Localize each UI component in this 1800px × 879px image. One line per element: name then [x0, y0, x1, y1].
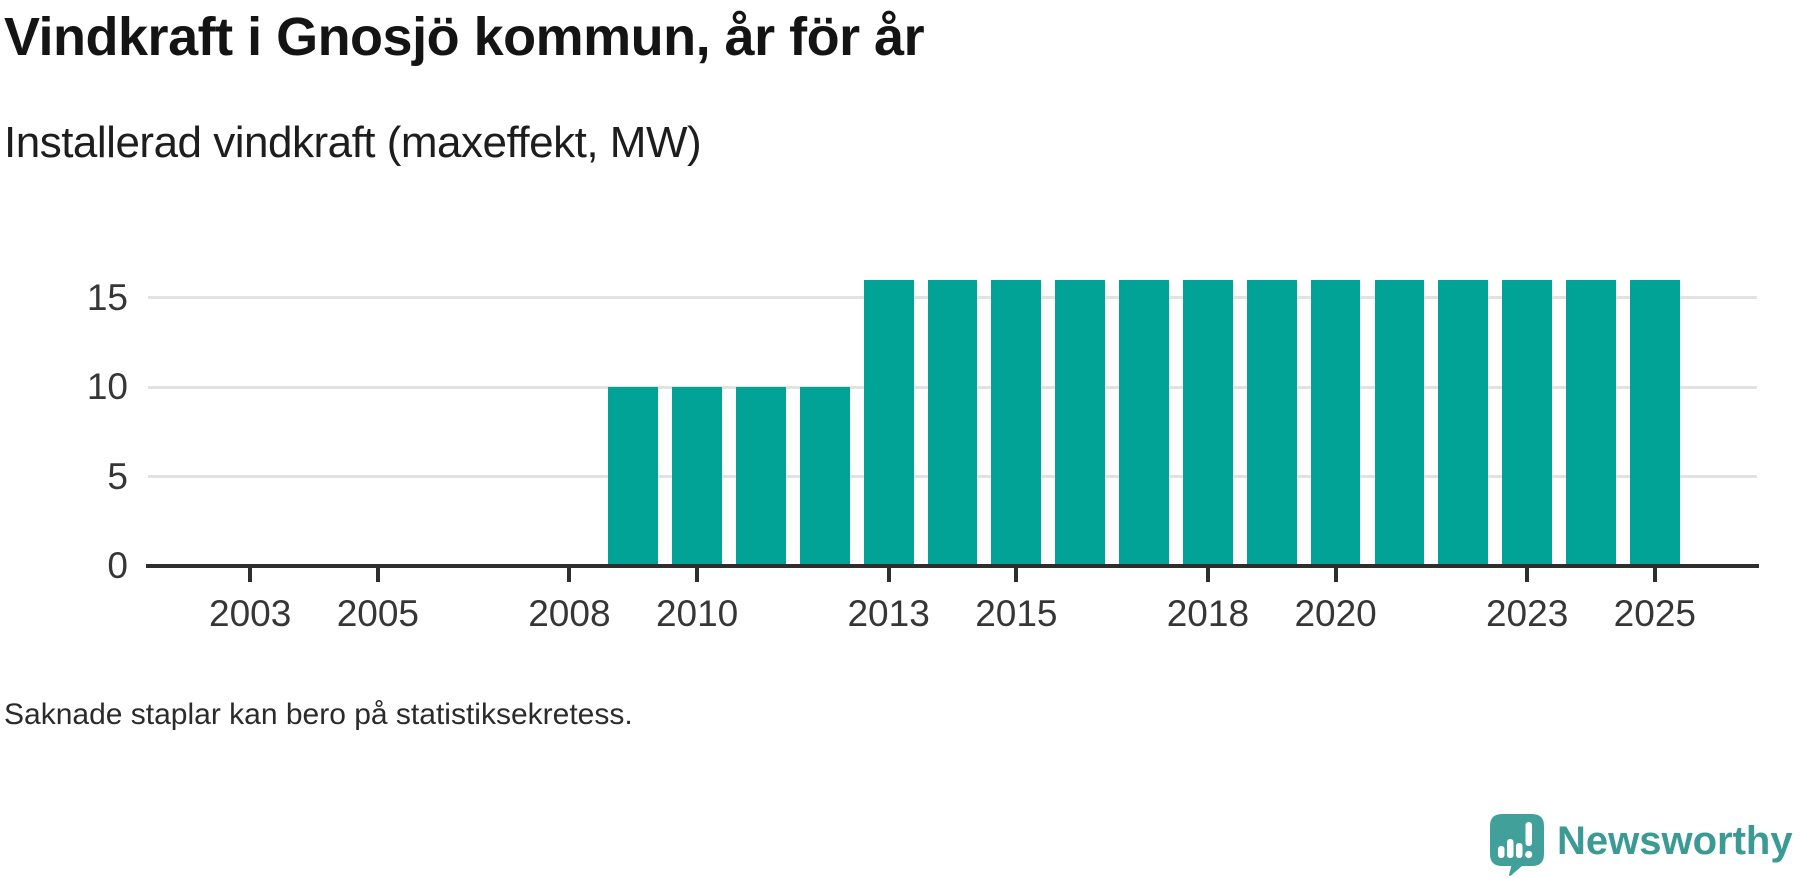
newsworthy-logo-text: Newsworthy	[1557, 819, 1793, 863]
bar-2025	[1629, 279, 1680, 566]
x-tick-2003	[248, 568, 253, 582]
logo-bar-tall-icon	[1507, 839, 1514, 858]
bar-2012	[799, 387, 850, 566]
x-tick-label-2025: 2025	[1613, 593, 1696, 634]
x-tick-label-2010: 2010	[655, 593, 739, 634]
chart-footnote: Saknade staplar kan bero på statistiksek…	[4, 698, 633, 731]
chart-subtitle: Installerad vindkraft (maxeffekt, MW)	[4, 118, 702, 167]
x-tick-2025	[1652, 568, 1657, 582]
y-tick-label-15: 15	[86, 276, 128, 318]
x-tick-2005	[375, 568, 380, 582]
bar-2017	[1119, 279, 1169, 566]
x-tick-2015	[1014, 568, 1019, 582]
bar-2013	[863, 279, 914, 566]
newsworthy-logo: Newsworthy	[1490, 814, 1793, 877]
x-tick-2010	[695, 568, 700, 582]
bar-2019	[1246, 279, 1297, 566]
bar-2016	[1055, 279, 1106, 566]
x-tick-label-2015: 2015	[975, 593, 1058, 634]
x-tick-label-2013: 2013	[847, 593, 930, 634]
logo-exclamation-dot-icon	[1525, 850, 1533, 859]
x-axis-line	[146, 564, 1759, 568]
y-tick-label-5: 5	[107, 455, 128, 497]
x-tick-2020	[1333, 568, 1338, 582]
y-tick-label-0: 0	[107, 545, 128, 586]
bar-2020	[1310, 279, 1361, 566]
bar-2022	[1438, 279, 1489, 566]
x-tick-2018	[1205, 568, 1210, 582]
x-tick-2013	[886, 568, 891, 582]
x-tick-label-2018: 2018	[1166, 593, 1250, 634]
bar-2018	[1182, 279, 1233, 566]
bar-2010	[672, 387, 722, 566]
bar-2021	[1374, 279, 1425, 566]
logo-exclamation-bar-icon	[1525, 822, 1532, 846]
y-tick-label-10: 10	[86, 366, 128, 408]
bar-2014	[927, 279, 978, 566]
bar-2023	[1502, 279, 1553, 566]
x-tick-label-2005: 2005	[336, 593, 419, 634]
logo-bar-mid-icon	[1516, 843, 1523, 858]
x-tick-2008	[567, 568, 572, 582]
logo-bar-small-icon	[1498, 846, 1505, 858]
newsworthy-logo-icon	[1490, 814, 1544, 876]
bar-2009	[608, 387, 659, 566]
x-tick-label-2020: 2020	[1294, 593, 1377, 634]
chart-title: Vindkraft i Gnosjö kommun, år för år	[4, 7, 925, 67]
bar-2024	[1566, 279, 1616, 566]
x-tick-label-2023: 2023	[1485, 593, 1569, 634]
bar-2011	[736, 387, 786, 566]
x-tick-label-2008: 2008	[528, 593, 611, 634]
bar-2015	[991, 279, 1042, 566]
x-tick-2023	[1525, 568, 1530, 582]
x-tick-label-2003: 2003	[209, 593, 292, 634]
